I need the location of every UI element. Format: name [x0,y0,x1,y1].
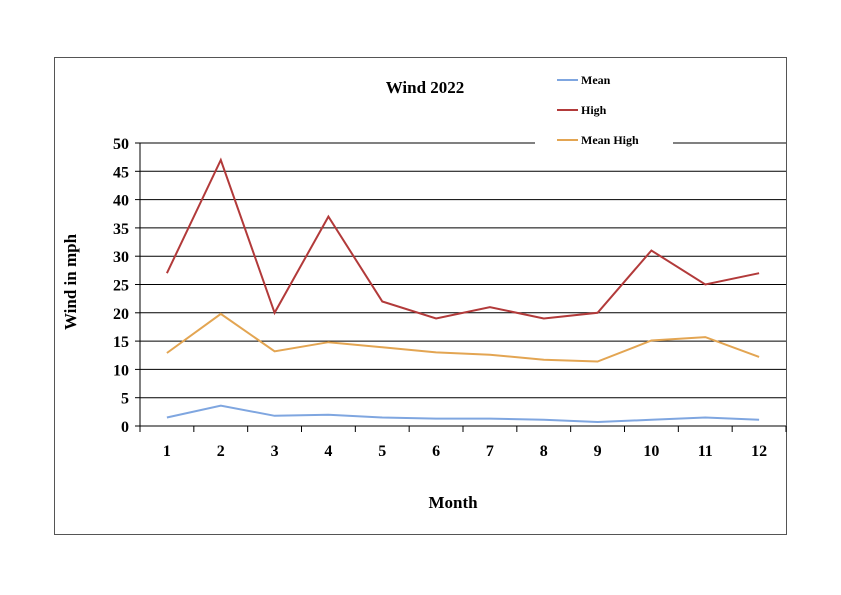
series-line-mean-high [166,312,760,363]
y-tick-label: 0 [121,419,129,436]
legend-label-mean: Mean [581,73,611,87]
y-tick-label: 35 [113,221,129,238]
x-tick-label: 6 [432,443,440,460]
x-tick-label: 11 [698,443,713,460]
x-tick-label: 5 [378,443,386,460]
series-line-mean [166,404,760,424]
y-tick-label: 30 [113,249,129,266]
x-tick-label: 8 [540,443,548,460]
y-tick-label: 40 [113,193,129,210]
x-tick-label: 4 [324,443,332,460]
x-tick-label: 9 [594,443,602,460]
x-tick-label: 1 [163,443,171,460]
x-tick-label: 10 [643,443,659,460]
legend-label-high: High [581,103,607,117]
y-tick-label: 25 [113,278,129,295]
y-axis-title: Wind in mph [61,233,80,330]
x-tick-label: 7 [486,443,494,460]
x-tick-label: 3 [271,443,279,460]
y-tick-label: 45 [113,164,129,181]
chart-title: Wind 2022 [386,78,465,97]
x-tick-label: 12 [751,443,767,460]
legend-label-mean-high: Mean High [581,133,639,147]
y-tick-label: 50 [113,136,129,153]
x-axis-title: Month [428,493,478,512]
series-line-high [165,157,760,320]
y-tick-label: 20 [113,306,129,323]
y-tick-label: 5 [121,391,129,408]
y-tick-label: 10 [113,362,129,379]
x-tick-label: 2 [217,443,225,460]
y-tick-label: 15 [113,334,129,351]
